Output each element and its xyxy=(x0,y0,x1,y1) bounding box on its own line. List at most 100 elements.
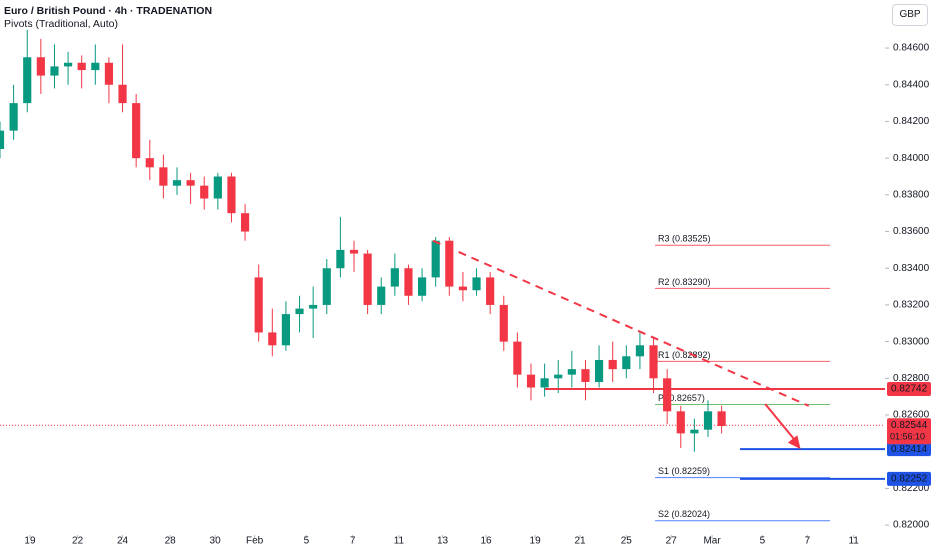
chart-title: Euro / British Pound · 4h · TRADENATION xyxy=(4,5,213,17)
x-tick-label: 5 xyxy=(304,536,310,547)
pivot-label: R3 (0.83525) xyxy=(658,234,711,244)
candle-body xyxy=(663,378,672,412)
candle-body xyxy=(50,66,59,76)
x-tick-label: 21 xyxy=(574,536,586,547)
y-tick-label: 0.83000 xyxy=(893,336,930,347)
y-tick-label: 0.84200 xyxy=(893,116,930,127)
candle-body xyxy=(145,158,154,168)
level-tag-label: 0.82742 xyxy=(891,384,928,395)
candle-body xyxy=(649,345,658,379)
candle-body xyxy=(594,359,604,382)
y-tick-label: 0.83200 xyxy=(893,300,930,311)
y-tick-label: 0.83600 xyxy=(893,226,930,237)
arrow-head xyxy=(787,435,801,450)
candle-body xyxy=(322,268,331,305)
level-tag-label: 0.82252 xyxy=(891,473,928,484)
candle-body xyxy=(404,268,413,296)
level-tag xyxy=(887,471,931,486)
candle-body xyxy=(213,176,222,199)
candle-body xyxy=(63,62,73,67)
candle-body xyxy=(200,185,209,199)
candle-body xyxy=(309,304,318,309)
pivot-label: R1 (0.82892) xyxy=(658,350,711,360)
y-tick-label: 0.84600 xyxy=(893,43,930,54)
candle-body xyxy=(458,286,468,291)
candle-body xyxy=(554,374,563,379)
x-tick-label: 11 xyxy=(848,536,859,547)
x-tick-label: 25 xyxy=(621,536,633,547)
y-tick-label: 0.82600 xyxy=(893,410,930,421)
price-tag-label: 0.82544 xyxy=(891,420,928,431)
x-tick-label: 22 xyxy=(72,536,84,547)
candle-body xyxy=(172,180,182,186)
candle-body xyxy=(0,130,5,149)
countdown-label: 01:56:10 xyxy=(890,432,925,442)
candle-body xyxy=(513,341,522,375)
pivot-label: S1 (0.82259) xyxy=(658,466,710,476)
candle-body xyxy=(104,62,114,85)
candle-body xyxy=(240,213,250,232)
candle-body xyxy=(581,369,590,382)
x-tick-label: 7 xyxy=(805,536,811,547)
candle-body xyxy=(349,249,359,254)
y-tick-label: 0.82200 xyxy=(893,483,930,494)
trendline xyxy=(432,239,810,407)
candle-body xyxy=(608,359,617,370)
pivot-label: S2 (0.82024) xyxy=(658,509,710,519)
indicator-name: Pivots (Traditional, Auto) xyxy=(4,18,118,30)
candle-body xyxy=(622,356,631,370)
y-tick-label: 0.83400 xyxy=(893,263,930,274)
y-tick-label: 0.83800 xyxy=(893,189,930,200)
candle-body xyxy=(295,308,304,315)
candle-body xyxy=(540,378,549,388)
candle-body xyxy=(445,240,454,287)
y-tick-label: 0.84400 xyxy=(893,79,930,90)
candle-body xyxy=(186,180,195,186)
candle-body xyxy=(159,167,168,186)
x-tick-label: 16 xyxy=(481,536,493,547)
candle-body xyxy=(363,253,372,305)
x-tick-label: 13 xyxy=(437,536,449,547)
candle-body xyxy=(635,345,645,357)
candle-body xyxy=(486,277,495,305)
candle-body xyxy=(23,57,32,104)
candle-body xyxy=(417,277,427,296)
candle-body xyxy=(281,314,291,346)
candle-body xyxy=(690,429,699,434)
candle-body xyxy=(567,369,576,375)
candle-body xyxy=(390,268,399,287)
currency-button[interactable]: GBP xyxy=(892,4,928,26)
candle-body xyxy=(77,62,86,71)
candle-body xyxy=(499,304,508,342)
y-tick-label: 0.82000 xyxy=(893,520,930,531)
candle-body xyxy=(91,62,100,71)
candle-body xyxy=(132,103,141,159)
level-tag xyxy=(887,442,931,457)
candle-body xyxy=(377,286,386,305)
candle-body xyxy=(431,240,440,278)
y-tick-label: 0.84000 xyxy=(893,153,930,164)
x-tick-label: Feb xyxy=(246,536,264,547)
candle-body xyxy=(526,374,536,388)
y-tick-label: 0.82800 xyxy=(893,373,930,384)
arrow xyxy=(764,403,798,443)
candle-body xyxy=(472,277,481,291)
x-tick-label: Mar xyxy=(703,536,721,547)
x-tick-label: 24 xyxy=(117,536,129,547)
level-tag xyxy=(887,381,931,396)
candle-body xyxy=(268,332,277,346)
x-tick-label: 19 xyxy=(530,536,542,547)
x-tick-label: 27 xyxy=(666,536,678,547)
candle-body xyxy=(254,277,263,333)
candle-body xyxy=(336,249,345,269)
level-tag-label: 0.82414 xyxy=(891,444,928,455)
candle-body xyxy=(676,411,685,434)
candle-body xyxy=(9,103,18,131)
x-tick-label: 11 xyxy=(394,536,405,547)
candle-body xyxy=(36,57,45,76)
x-tick-label: 5 xyxy=(760,536,766,547)
candle-body xyxy=(118,84,127,104)
candle-body xyxy=(717,411,726,427)
